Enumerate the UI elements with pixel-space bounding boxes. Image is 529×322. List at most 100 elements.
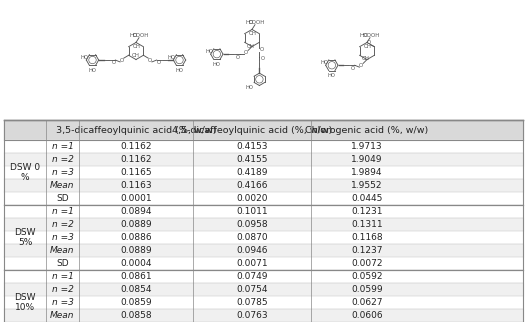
Text: HO: HO (246, 20, 254, 25)
Text: HO: HO (88, 68, 96, 73)
Text: SD: SD (56, 259, 69, 268)
Text: Mean: Mean (50, 311, 75, 320)
Text: HO: HO (246, 85, 254, 90)
Text: 0.4166: 0.4166 (236, 181, 268, 190)
Text: 0.0886: 0.0886 (120, 233, 152, 242)
Bar (4, 179, 523, 192)
Text: O: O (244, 50, 249, 55)
Text: COOH: COOH (133, 33, 149, 38)
Text: 0.0889: 0.0889 (120, 246, 152, 255)
Text: O: O (367, 41, 371, 45)
Text: 0.0858: 0.0858 (120, 311, 152, 320)
Text: SD: SD (56, 194, 69, 203)
Text: 3,5-dicaffeoylquinic acid (%, w/w): 3,5-dicaffeoylquinic acid (%, w/w) (56, 126, 216, 135)
Bar (4, 309, 523, 322)
Text: OH: OH (363, 44, 371, 49)
Text: O: O (148, 58, 152, 62)
Text: O: O (359, 63, 363, 68)
Text: 0.0889: 0.0889 (120, 220, 152, 229)
Text: 0.1237: 0.1237 (351, 246, 383, 255)
Text: COOH: COOH (249, 20, 265, 25)
Text: n =1: n =1 (51, 142, 74, 151)
Text: OH: OH (132, 53, 140, 58)
Text: 0.0001: 0.0001 (120, 194, 152, 203)
Text: 0.0754: 0.0754 (236, 285, 268, 294)
Text: Mean: Mean (50, 246, 75, 255)
Text: Mean: Mean (50, 181, 75, 190)
Text: HO: HO (81, 55, 89, 60)
Bar (4, 166, 523, 179)
Bar (4, 270, 523, 283)
Text: 0.4153: 0.4153 (236, 142, 268, 151)
Text: 1.9552: 1.9552 (351, 181, 383, 190)
Text: HO: HO (360, 33, 368, 38)
Text: OH: OH (247, 43, 254, 49)
Text: 0.0004: 0.0004 (120, 259, 152, 268)
Text: 0.0592: 0.0592 (351, 272, 383, 281)
Text: HO: HO (176, 68, 184, 73)
Text: COOH: COOH (364, 33, 380, 38)
Text: 0.0763: 0.0763 (236, 311, 268, 320)
Text: 4,5-dicaffeoylquinic acid (%, w/w): 4,5-dicaffeoylquinic acid (%, w/w) (172, 126, 332, 135)
Text: DSW
10%: DSW 10% (14, 293, 36, 312)
Text: O: O (157, 61, 161, 65)
Text: 0.0599: 0.0599 (351, 285, 383, 294)
Text: 0.0946: 0.0946 (236, 246, 268, 255)
Bar (4, 153, 523, 166)
Text: 0.0894: 0.0894 (120, 207, 152, 216)
Text: n =2: n =2 (51, 285, 74, 294)
Text: HO: HO (321, 60, 328, 65)
Text: 0.1168: 0.1168 (351, 233, 383, 242)
Text: DSW 0
%: DSW 0 % (10, 163, 40, 182)
Text: Chlorogenic acid (%, w/w): Chlorogenic acid (%, w/w) (305, 126, 428, 135)
Bar (4, 205, 523, 218)
Text: HO: HO (130, 33, 138, 38)
Text: 0.0606: 0.0606 (351, 311, 383, 320)
Text: 0.0958: 0.0958 (236, 220, 268, 229)
Text: 0.0861: 0.0861 (120, 272, 152, 281)
Bar (4, 257, 523, 270)
Text: OH: OH (361, 56, 369, 61)
Text: 0.0870: 0.0870 (236, 233, 268, 242)
Text: 0.0854: 0.0854 (120, 285, 152, 294)
Text: O: O (260, 56, 264, 61)
Bar (4, 192, 523, 205)
Text: 1.9713: 1.9713 (351, 142, 383, 151)
Text: n =3: n =3 (51, 233, 74, 242)
Text: 0.0859: 0.0859 (120, 298, 152, 307)
Text: 0.1162: 0.1162 (120, 155, 152, 164)
Text: OH: OH (132, 44, 140, 49)
Text: 0.0785: 0.0785 (236, 298, 268, 307)
Text: n =3: n =3 (51, 168, 74, 177)
Text: n =1: n =1 (51, 272, 74, 281)
Text: 0.1011: 0.1011 (236, 207, 268, 216)
Text: n =3: n =3 (51, 298, 74, 307)
Text: 0.0627: 0.0627 (351, 298, 383, 307)
Text: HO: HO (328, 73, 336, 78)
Bar (4, 120, 523, 140)
Text: HO: HO (205, 49, 213, 54)
Text: 0.4189: 0.4189 (236, 168, 268, 177)
Text: OH: OH (248, 31, 256, 36)
Text: 0.0071: 0.0071 (236, 259, 268, 268)
Bar (4, 283, 523, 296)
Text: 0.0072: 0.0072 (351, 259, 383, 268)
Text: 1.9049: 1.9049 (351, 155, 383, 164)
Text: n =2: n =2 (51, 220, 74, 229)
Text: 0.1165: 0.1165 (120, 168, 152, 177)
Bar (4, 218, 523, 231)
Text: 0.1231: 0.1231 (351, 207, 383, 216)
Text: 0.0445: 0.0445 (351, 194, 382, 203)
Text: DSW
5%: DSW 5% (14, 228, 36, 247)
Text: O: O (112, 61, 115, 65)
Text: O: O (260, 47, 264, 52)
Bar (4, 296, 523, 309)
Bar (4, 244, 523, 257)
Text: HO: HO (168, 55, 176, 60)
Text: 0.1163: 0.1163 (120, 181, 152, 190)
Text: 1.9894: 1.9894 (351, 168, 383, 177)
Text: HO: HO (213, 62, 221, 67)
Text: O: O (120, 58, 124, 62)
Bar (4, 231, 523, 244)
Text: 0.0020: 0.0020 (236, 194, 268, 203)
